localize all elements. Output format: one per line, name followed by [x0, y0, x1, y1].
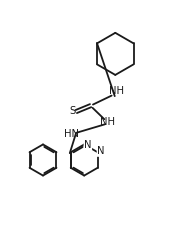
- Text: N: N: [84, 140, 92, 150]
- Text: N: N: [97, 146, 105, 156]
- Text: HN: HN: [64, 129, 79, 139]
- Text: NH: NH: [109, 86, 124, 96]
- Text: S: S: [69, 106, 75, 116]
- Text: NH: NH: [100, 117, 115, 127]
